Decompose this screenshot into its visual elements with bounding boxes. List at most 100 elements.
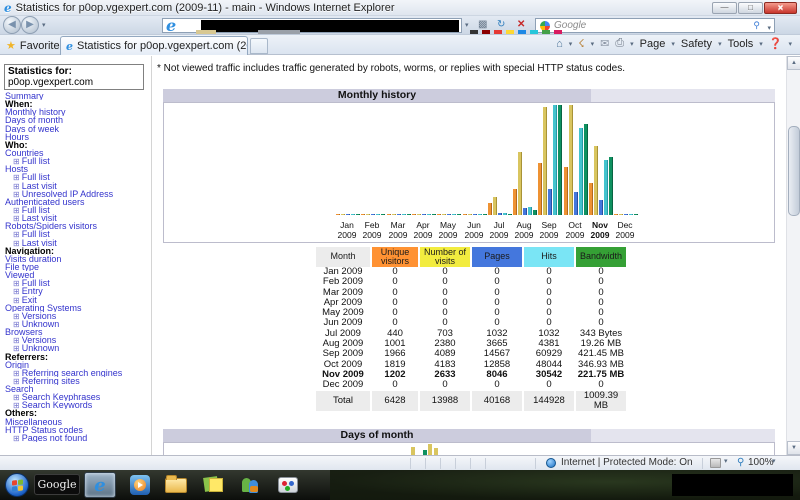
help-icon[interactable]: ❓ [769, 37, 783, 50]
expand-grid-icon: ⊞ [13, 230, 20, 238]
sidebar-item-referring-sites[interactable]: ⊞Referring sites [5, 377, 151, 385]
sidebar-item-miscellaneous[interactable]: Miscellaneous [5, 418, 151, 426]
sidebar-item-summary[interactable]: Summary [5, 92, 151, 100]
month-label: Dec2009 [610, 221, 640, 240]
sidebar-item-authenticated-users[interactable]: Authenticated users [5, 198, 151, 206]
sidebar-item-visits-duration[interactable]: Visits duration [5, 255, 151, 263]
sidebar-item-hosts[interactable]: Hosts [5, 165, 151, 173]
new-tab-button[interactable] [250, 38, 268, 54]
expand-grid-icon: ⊞ [13, 320, 20, 328]
sidebar-item-full-list[interactable]: ⊞Full list [5, 279, 151, 287]
sidebar-item-unknown[interactable]: ⊞Unknown [5, 320, 151, 328]
feeds-chevron-icon[interactable]: ▾ [591, 40, 595, 48]
forward-button[interactable]: ▶ [21, 16, 39, 34]
sidebar-item-search[interactable]: Search [5, 385, 151, 393]
scrollbar-thumb[interactable] [788, 126, 800, 216]
scroll-up-arrow[interactable]: ▲ [787, 56, 800, 70]
system-tray-redaction [672, 474, 793, 496]
sidebar-item-unresolved-ip-address[interactable]: ⊞Unresolved IP Address [5, 190, 151, 198]
scroll-down-arrow[interactable]: ▼ [787, 441, 800, 455]
statistics-for-label: Statistics for: [8, 66, 140, 77]
bar-group-nov [589, 146, 614, 215]
mini-bar [434, 448, 438, 455]
taskbar-sticky-notes-button[interactable] [198, 472, 230, 498]
home-icon[interactable]: ⌂ [556, 38, 563, 50]
mini-bar [428, 444, 432, 455]
sidebar-item-operating-systems[interactable]: Operating Systems [5, 304, 151, 312]
home-chevron-icon[interactable]: ▾ [569, 40, 573, 48]
favicon-dot [482, 30, 490, 34]
bar-hits [478, 214, 482, 215]
back-button[interactable]: ◀ [3, 16, 21, 34]
address-dropdown-chevron-icon[interactable]: ▾ [465, 21, 469, 29]
bar-group-jul [488, 197, 513, 215]
sidebar-item-countries[interactable]: Countries [5, 149, 151, 157]
close-button[interactable]: ✕ [764, 2, 797, 14]
tab-active[interactable]: e Statistics for p0op.vgexpert.com (2009… [60, 36, 248, 55]
taskbar-ie-button[interactable]: e [84, 472, 116, 498]
feeds-icon[interactable]: ☇ [578, 37, 584, 50]
search-magnifier-icon[interactable]: ⚲ [753, 20, 760, 31]
start-button[interactable] [5, 473, 29, 497]
taskbar-media-player-button[interactable] [124, 472, 156, 498]
sidebar-item-versions[interactable]: ⊞Versions [5, 336, 151, 344]
page-menu[interactable]: Page [640, 38, 666, 50]
sidebar-item-monthly-history[interactable]: Monthly history [5, 108, 151, 116]
taskbar-messenger-button[interactable] [234, 472, 266, 498]
bar-pages [371, 214, 375, 215]
favorites-button[interactable]: ★ Favorites [6, 37, 65, 54]
table-cell: 0 [372, 380, 418, 390]
sidebar-item-search-keywords[interactable]: ⊞Search Keywords [5, 401, 151, 409]
sidebar-item-days-of-week[interactable]: Days of week [5, 125, 151, 133]
navigation-bar: ◀ ▶ ▾ e ▾ ▩ ↻ ✕ Google ⚲ ▾ [0, 16, 800, 35]
sidebar-item-full-list[interactable]: ⊞Full list [5, 157, 151, 165]
sidebar-item-hours[interactable]: Hours [5, 133, 151, 141]
sidebar-item-robots-spiders-visitors[interactable]: Robots/Spiders visitors [5, 222, 151, 230]
search-options-chevron-icon[interactable]: ▾ [767, 24, 771, 32]
sidebar-item-days-of-month[interactable]: Days of month [5, 116, 151, 124]
sidebar-item-last-visit[interactable]: ⊞Last visit [5, 182, 151, 190]
print-icon[interactable]: ⎙ [615, 37, 624, 50]
sidebar-item-last-visit[interactable]: ⊞Last visit [5, 214, 151, 222]
tools-menu[interactable]: Tools [728, 38, 754, 50]
sidebar-item-unknown[interactable]: ⊞Unknown [5, 344, 151, 352]
sidebar-item-last-visit[interactable]: ⊞Last visit [5, 239, 151, 247]
taskbar-paint-button[interactable] [272, 472, 304, 498]
column-header-unique-visitors: Unique visitors [372, 247, 418, 267]
read-mail-icon[interactable]: ✉ [600, 37, 609, 50]
print-chevron-icon[interactable]: ▾ [630, 40, 634, 48]
recent-pages-chevron-icon[interactable]: ▾ [42, 21, 46, 29]
zoom-magnifier-icon[interactable]: ⚲ [737, 457, 744, 468]
vertical-scrollbar[interactable]: ▲ ▼ [786, 56, 800, 455]
sidebar-item-http-status-codes[interactable]: HTTP Status codes [5, 426, 151, 434]
sidebar-item-full-list[interactable]: ⊞Full list [5, 206, 151, 214]
bar-unique-visitors [589, 183, 593, 215]
tab-favicon-icon: e [66, 40, 73, 53]
sidebar-item-pages-not-found[interactable]: ⊞Pages not found [5, 434, 151, 442]
maximize-button[interactable]: □ [738, 2, 763, 14]
bar-number-of-visits [341, 214, 345, 215]
zoom-chevron-icon[interactable]: ▾ [772, 457, 776, 465]
sidebar-item-full-list[interactable]: ⊞Full list [5, 173, 151, 181]
sidebar-item-full-list[interactable]: ⊞Full list [5, 230, 151, 238]
sidebar-item-viewed[interactable]: Viewed [5, 271, 151, 279]
search-box[interactable]: Google ⚲ ▾ [535, 18, 775, 33]
sidebar-item-exit[interactable]: ⊞Exit [5, 296, 151, 304]
privacy-report-icon[interactable] [710, 458, 721, 468]
sidebar-item-versions[interactable]: ⊞Versions [5, 312, 151, 320]
sidebar-item-browsers[interactable]: Browsers [5, 328, 151, 336]
sidebar-section-header: Others: [5, 409, 151, 417]
favorites-star-icon: ★ [6, 39, 16, 52]
safety-menu[interactable]: Safety [681, 38, 712, 50]
minimize-button[interactable]: — [712, 2, 737, 14]
sidebar-item-file-type[interactable]: File type [5, 263, 151, 271]
monthly-history-chart: Jan2009Feb2009Mar2009Apr2009May2009Jun20… [163, 102, 775, 243]
sidebar-item-origin[interactable]: Origin [5, 361, 151, 369]
sidebar-item-referring-search-engines[interactable]: ⊞Referring search engines [5, 369, 151, 377]
taskbar-explorer-button[interactable] [160, 472, 192, 498]
privacy-chevron-icon[interactable]: ▾ [724, 457, 728, 465]
taskbar-google-search[interactable]: Google [34, 474, 80, 495]
sidebar-item-search-keyphrases[interactable]: ⊞Search Keyphrases [5, 393, 151, 401]
zoom-level[interactable]: 100% [748, 457, 774, 468]
sidebar-item-entry[interactable]: ⊞Entry [5, 287, 151, 295]
